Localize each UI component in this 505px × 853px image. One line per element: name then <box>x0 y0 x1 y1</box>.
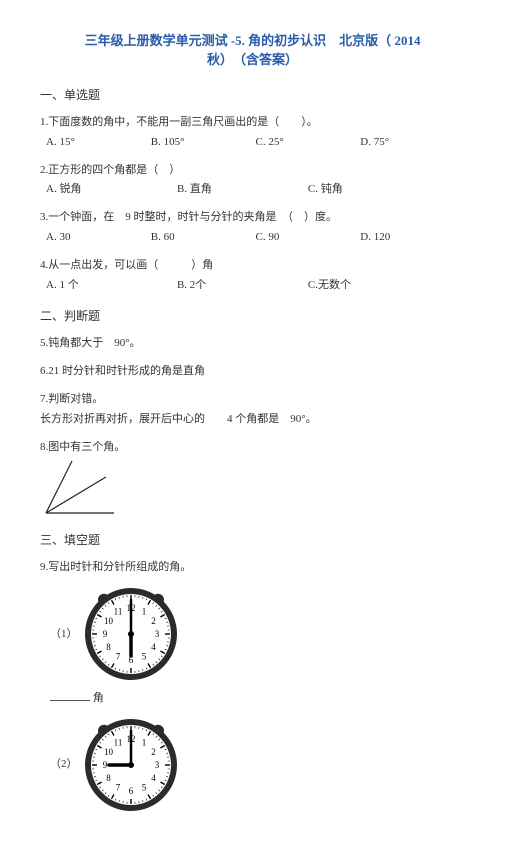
q4: 4.从一点出发，可以画（ ）角 A. 1 个 B. 2个 C.无数个 <box>40 256 465 296</box>
clock-six: 123456789101112 <box>81 584 181 684</box>
q1-opt-d: D. 75° <box>360 133 465 153</box>
q1: 1.下面度数的角中，不能用一副三角尺画出的是（ ）。 A. 15° B. 105… <box>40 113 465 153</box>
blank-1 <box>50 688 90 701</box>
svg-text:2: 2 <box>151 747 156 757</box>
svg-text:1: 1 <box>142 607 147 617</box>
svg-text:6: 6 <box>129 786 134 796</box>
jiao-1: 角 <box>93 692 104 704</box>
q3-opt-d: D. 120 <box>360 228 465 248</box>
clock-nine: 123456789101112 <box>81 715 181 815</box>
title-d: 2014 <box>394 33 420 48</box>
svg-text:10: 10 <box>104 747 114 757</box>
q5: 5.钝角都大于 90°。 <box>40 334 465 354</box>
q4-stem: 4.从一点出发，可以画（ ）角 <box>40 256 465 276</box>
svg-text:9: 9 <box>103 760 108 770</box>
q8-stem: 8.图中有三个角。 <box>40 438 465 458</box>
angle-figure <box>40 457 465 519</box>
label-2: （2） <box>50 755 78 775</box>
q7-b: 长方形对折再对折，展开后中心的 4 个角都是 90°。 <box>40 410 465 430</box>
clock-2-wrap: （2） 123456789101112 <box>50 715 465 815</box>
q3: 3.一个钟面，在 9 时整时，时针与分针的夹角是 （ ）度。 A. 30 B. … <box>40 208 465 248</box>
clock-1-wrap: （1） 123456789101112 角 <box>50 584 465 709</box>
label-1: （1） <box>50 625 78 645</box>
svg-text:5: 5 <box>142 782 147 792</box>
svg-text:4: 4 <box>151 642 156 652</box>
title-e: 秋） （含答案） <box>207 52 298 67</box>
q3-stem: 3.一个钟面，在 9 时整时，时针与分针的夹角是 （ ）度。 <box>40 208 465 228</box>
title-b: -5. <box>231 33 245 48</box>
svg-text:8: 8 <box>106 773 111 783</box>
q1-opt-c: C. 25° <box>256 133 361 153</box>
section-2-heading: 二、判断题 <box>40 307 465 324</box>
q8: 8.图中有三个角。 <box>40 438 465 520</box>
q1-opt-b: B. 105° <box>151 133 256 153</box>
svg-text:3: 3 <box>155 629 160 639</box>
q7: 7.判断对错。 长方形对折再对折，展开后中心的 4 个角都是 90°。 <box>40 390 465 430</box>
q3-opt-a: A. 30 <box>46 228 151 248</box>
svg-text:11: 11 <box>113 607 122 617</box>
q1-stem: 1.下面度数的角中，不能用一副三角尺画出的是（ ）。 <box>40 113 465 133</box>
title-a: 三年级上册数学单元测试 <box>85 33 228 48</box>
svg-text:7: 7 <box>116 782 121 792</box>
svg-text:5: 5 <box>142 652 147 662</box>
q1-opt-a: A. 15° <box>46 133 151 153</box>
q3-opt-c: C. 90 <box>256 228 361 248</box>
page-title: 三年级上册数学单元测试 -5. 角的初步认识 北京版（ 2014 秋） （含答案… <box>40 30 465 68</box>
q3-opt-b: B. 60 <box>151 228 256 248</box>
q2-stem: 2.正方形的四个角都是（ ） <box>40 161 465 181</box>
q4-opt-c: C.无数个 <box>308 276 439 296</box>
q2: 2.正方形的四个角都是（ ） A. 锐角 B. 直角 C. 钝角 <box>40 161 465 201</box>
title-c: 角的初步认识 北京版（ <box>248 33 391 48</box>
q2-opt-c: C. 钝角 <box>308 180 439 200</box>
q9-stem: 9.写出时针和分针所组成的角。 <box>40 558 465 578</box>
section-1-heading: 一、单选题 <box>40 86 465 103</box>
q2-opt-a: A. 锐角 <box>46 180 177 200</box>
q7-a: 7.判断对错。 <box>40 390 465 410</box>
svg-text:1: 1 <box>142 737 147 747</box>
q9: 9.写出时针和分针所组成的角。 （1） 123456789101112 角 （2… <box>40 558 465 815</box>
svg-text:11: 11 <box>113 737 122 747</box>
svg-text:4: 4 <box>151 773 156 783</box>
section-3-heading: 三、填空题 <box>40 531 465 548</box>
q6: 6.21 时分针和时针形成的角是直角 <box>40 362 465 382</box>
svg-text:10: 10 <box>104 616 114 626</box>
svg-text:8: 8 <box>106 642 111 652</box>
q4-opt-a: A. 1 个 <box>46 276 177 296</box>
svg-text:9: 9 <box>103 629 108 639</box>
svg-text:2: 2 <box>151 616 156 626</box>
q2-opt-b: B. 直角 <box>177 180 308 200</box>
svg-text:3: 3 <box>155 760 160 770</box>
q4-opt-b: B. 2个 <box>177 276 308 296</box>
svg-text:7: 7 <box>116 652 121 662</box>
